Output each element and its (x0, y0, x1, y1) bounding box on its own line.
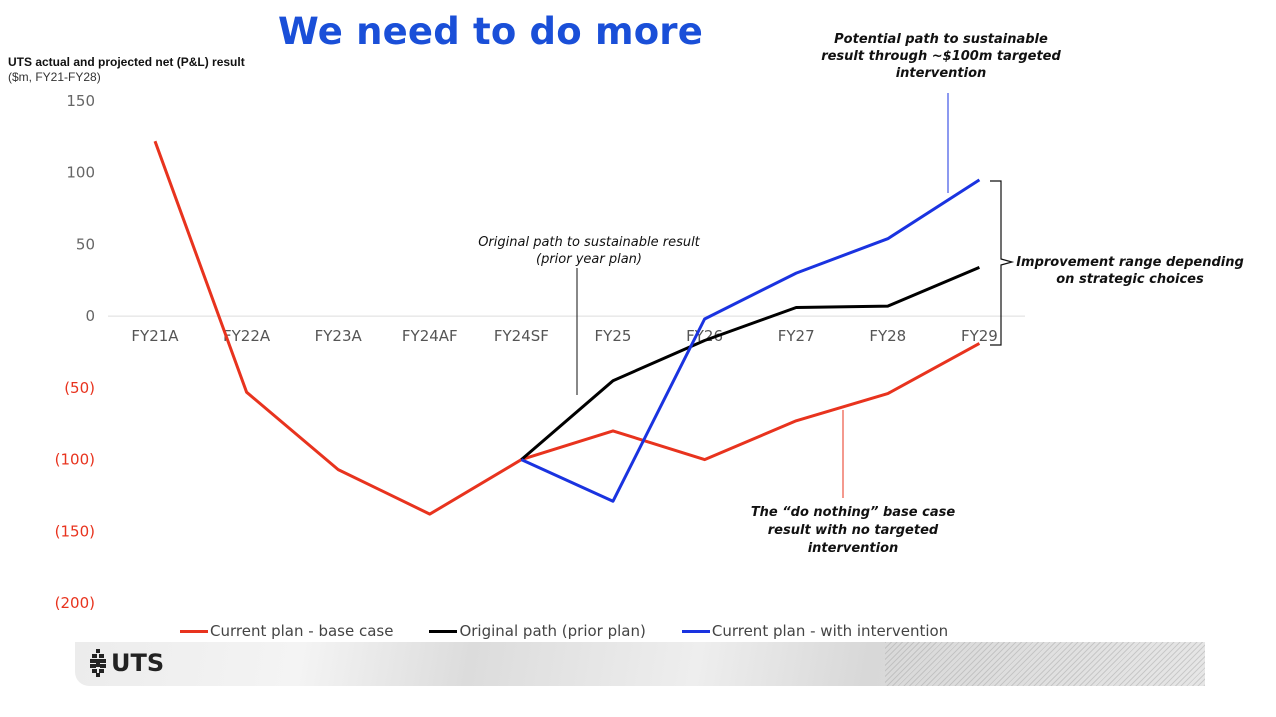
series-line-current-plan-with-intervention (520, 178, 981, 503)
line-chart: 150 100 50 0 (50) (100) (150) (200) FY21A FY22A FY… (55, 32, 1244, 612)
y-tick-label: 150 (66, 92, 95, 110)
x-tick-label: FY27 (778, 327, 815, 345)
legend-label-original-path: Original path (prior plan) (459, 622, 646, 640)
footer-pattern (885, 642, 1205, 686)
uts-crest-icon (90, 649, 106, 677)
series-line-original-path-prior-plan (520, 266, 980, 461)
annotation-potential-path: Potential path to sustainable result thro… (821, 32, 1061, 81)
x-tick-label: FY25 (595, 327, 632, 345)
legend-item-base-case: Current plan - base case (180, 622, 393, 640)
y-tick-label: 0 (85, 307, 95, 325)
y-tick-label: (200) (55, 594, 95, 612)
legend-swatch-base-case (180, 629, 208, 633)
y-tick-label: 50 (76, 235, 95, 253)
improvement-range-bracket (990, 180, 1015, 346)
annotation-do-nothing: The “do nothing” base case result with no… (751, 505, 956, 556)
x-tick-label: FY28 (869, 327, 906, 345)
x-tick-label: FY29 (961, 327, 998, 345)
uts-logo-text: UTS (111, 649, 165, 677)
series-line-current-plan-base-case (153, 140, 981, 516)
annotation-original-path: Original path to sustainable result (prio… (478, 235, 700, 267)
chart-legend: Current plan - base case Original path (… (180, 622, 948, 640)
legend-item-original-path: Original path (prior plan) (429, 622, 646, 640)
chart-subheading: ($m, FY21-FY28) (8, 70, 101, 84)
y-tick-label: (100) (55, 451, 95, 469)
legend-label-base-case: Current plan - base case (210, 622, 394, 640)
x-tick-label: FY24SF (494, 327, 549, 345)
legend-swatch-original-path (429, 629, 458, 633)
legend-item-with-intervention: Current plan - with intervention (681, 622, 949, 640)
page-title: We need to do more (278, 10, 704, 53)
x-tick-label: FY23A (315, 327, 363, 345)
x-tick-label: FY24AF (402, 327, 458, 345)
legend-label-with-intervention: Current plan - with intervention (711, 622, 949, 640)
footer-banner: UTS (75, 642, 1205, 686)
uts-logo: UTS (89, 648, 164, 678)
y-tick-label: (150) (55, 522, 95, 540)
legend-swatch-with-intervention (681, 629, 710, 633)
chart-heading: UTS actual and projected net (P&L) resul… (8, 55, 245, 69)
y-tick-label: 100 (66, 164, 95, 182)
annotation-improvement-range: Improvement range depending on strategic … (1016, 255, 1244, 287)
x-tick-label: FY21A (131, 327, 179, 345)
y-tick-label: (50) (64, 379, 95, 397)
x-tick-label: FY22A (223, 327, 271, 345)
